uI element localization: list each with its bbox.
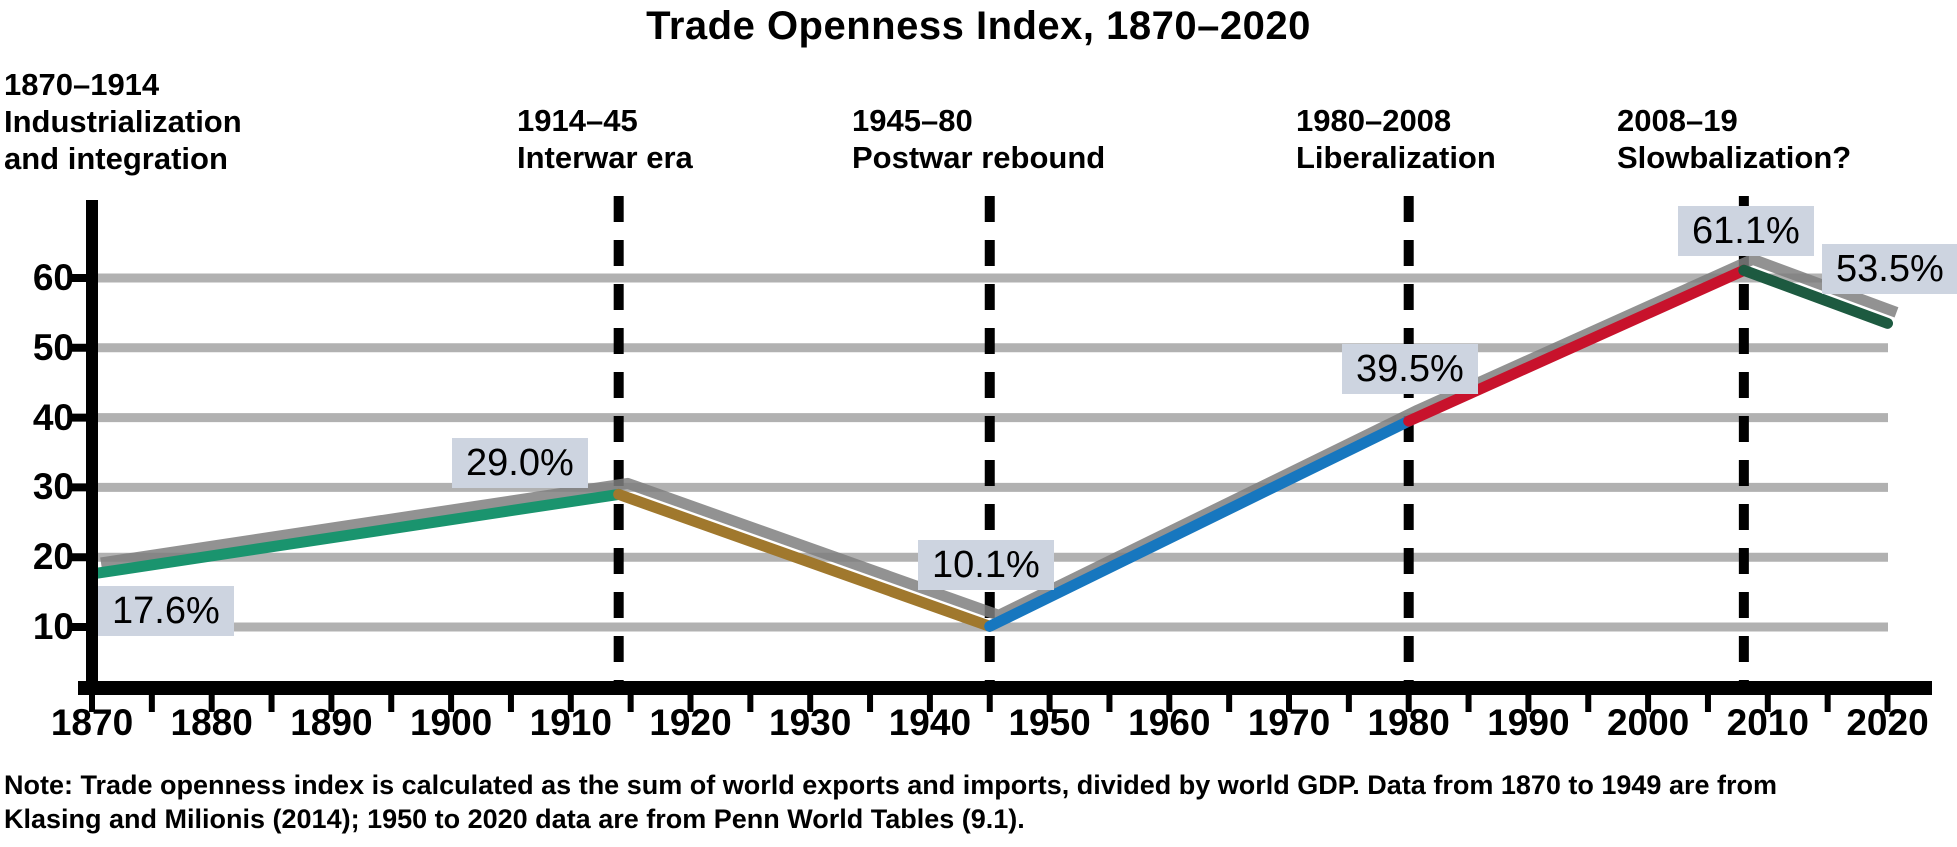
- chart-title: Trade Openness Index, 1870–2020: [646, 4, 1311, 48]
- phase-period: 1945–80: [852, 103, 973, 138]
- phase-period: 1870–1914: [4, 67, 160, 102]
- value-label-1980: 39.5%: [1342, 344, 1478, 394]
- phase-annotation-liberalization: 1980–2008 Liberalization: [1296, 102, 1496, 176]
- x-axis-label: 1940: [888, 702, 972, 743]
- y-axis-label: 10: [32, 606, 74, 647]
- phase-name: Interwar era: [517, 140, 693, 175]
- phase-name: Postwar rebound: [852, 140, 1106, 175]
- phase-annotation-interwar: 1914–45 Interwar era: [517, 102, 693, 176]
- x-axis-label: 1980: [1367, 702, 1450, 743]
- y-axis: [86, 200, 98, 695]
- phase-annotation-industrialization: 1870–1914 Industrialization and integrat…: [4, 66, 242, 177]
- trend-line-segment: [1738, 264, 1893, 329]
- x-axis: [78, 681, 1932, 695]
- value-label-2008: 61.1%: [1678, 206, 1814, 256]
- x-axis-label: 1890: [290, 702, 373, 743]
- x-axis-label: 1920: [649, 702, 732, 743]
- source-note: Note: Trade openness index is calculated…: [4, 768, 1953, 836]
- value-label-2020: 53.5%: [1822, 244, 1957, 294]
- trend-line-shadow: [100, 253, 1899, 621]
- x-axis-label: 1900: [409, 702, 493, 743]
- y-axis-label: 40: [32, 396, 74, 438]
- value-label-1870: 17.6%: [98, 586, 234, 636]
- x-axis-label: 1880: [170, 702, 253, 743]
- value-label-1945: 10.1%: [918, 540, 1054, 590]
- x-axis-label: 1910: [529, 702, 612, 743]
- phase-period: 2008–19: [1617, 103, 1738, 138]
- x-axis-label: 1950: [1008, 702, 1091, 743]
- x-axis-label: 1960: [1128, 702, 1211, 743]
- phase-period: 1914–45: [517, 103, 638, 138]
- y-axis-label: 30: [32, 466, 74, 508]
- x-axis-label: 1870: [50, 702, 134, 743]
- trend-line-segment: [1403, 264, 1750, 427]
- phase-annotation-postwar: 1945–80 Postwar rebound: [852, 102, 1105, 176]
- x-axis-label: 2000: [1606, 702, 1690, 743]
- source-note-line: Klasing and Milionis (2014); 1950 to 202…: [4, 804, 1025, 834]
- y-axis-label: 20: [32, 536, 74, 578]
- phase-name: Liberalization: [1296, 140, 1496, 175]
- phase-name: Slowbalization?: [1617, 140, 1852, 175]
- x-axis-label: 2010: [1726, 702, 1809, 743]
- trend-line-segment: [86, 488, 625, 580]
- value-label-1914: 29.0%: [452, 438, 588, 488]
- x-axis-label: 2020: [1846, 702, 1929, 743]
- y-axis-label: 60: [32, 257, 74, 298]
- x-axis-label: 1990: [1487, 702, 1570, 743]
- trend-line-segment: [613, 488, 996, 632]
- source-note-line: Note: Trade openness index is calculated…: [4, 770, 1777, 800]
- phase-period: 1980–2008: [1296, 103, 1452, 138]
- x-axis-label: 1930: [769, 702, 852, 743]
- trend-line-segment: [984, 415, 1415, 632]
- phase-name: Industrialization: [4, 104, 242, 139]
- phase-annotation-slowbalization: 2008–19 Slowbalization?: [1617, 102, 1851, 176]
- x-axis-label: 1970: [1247, 702, 1331, 743]
- phase-name: and integration: [4, 141, 228, 176]
- y-axis-label: 50: [32, 326, 74, 368]
